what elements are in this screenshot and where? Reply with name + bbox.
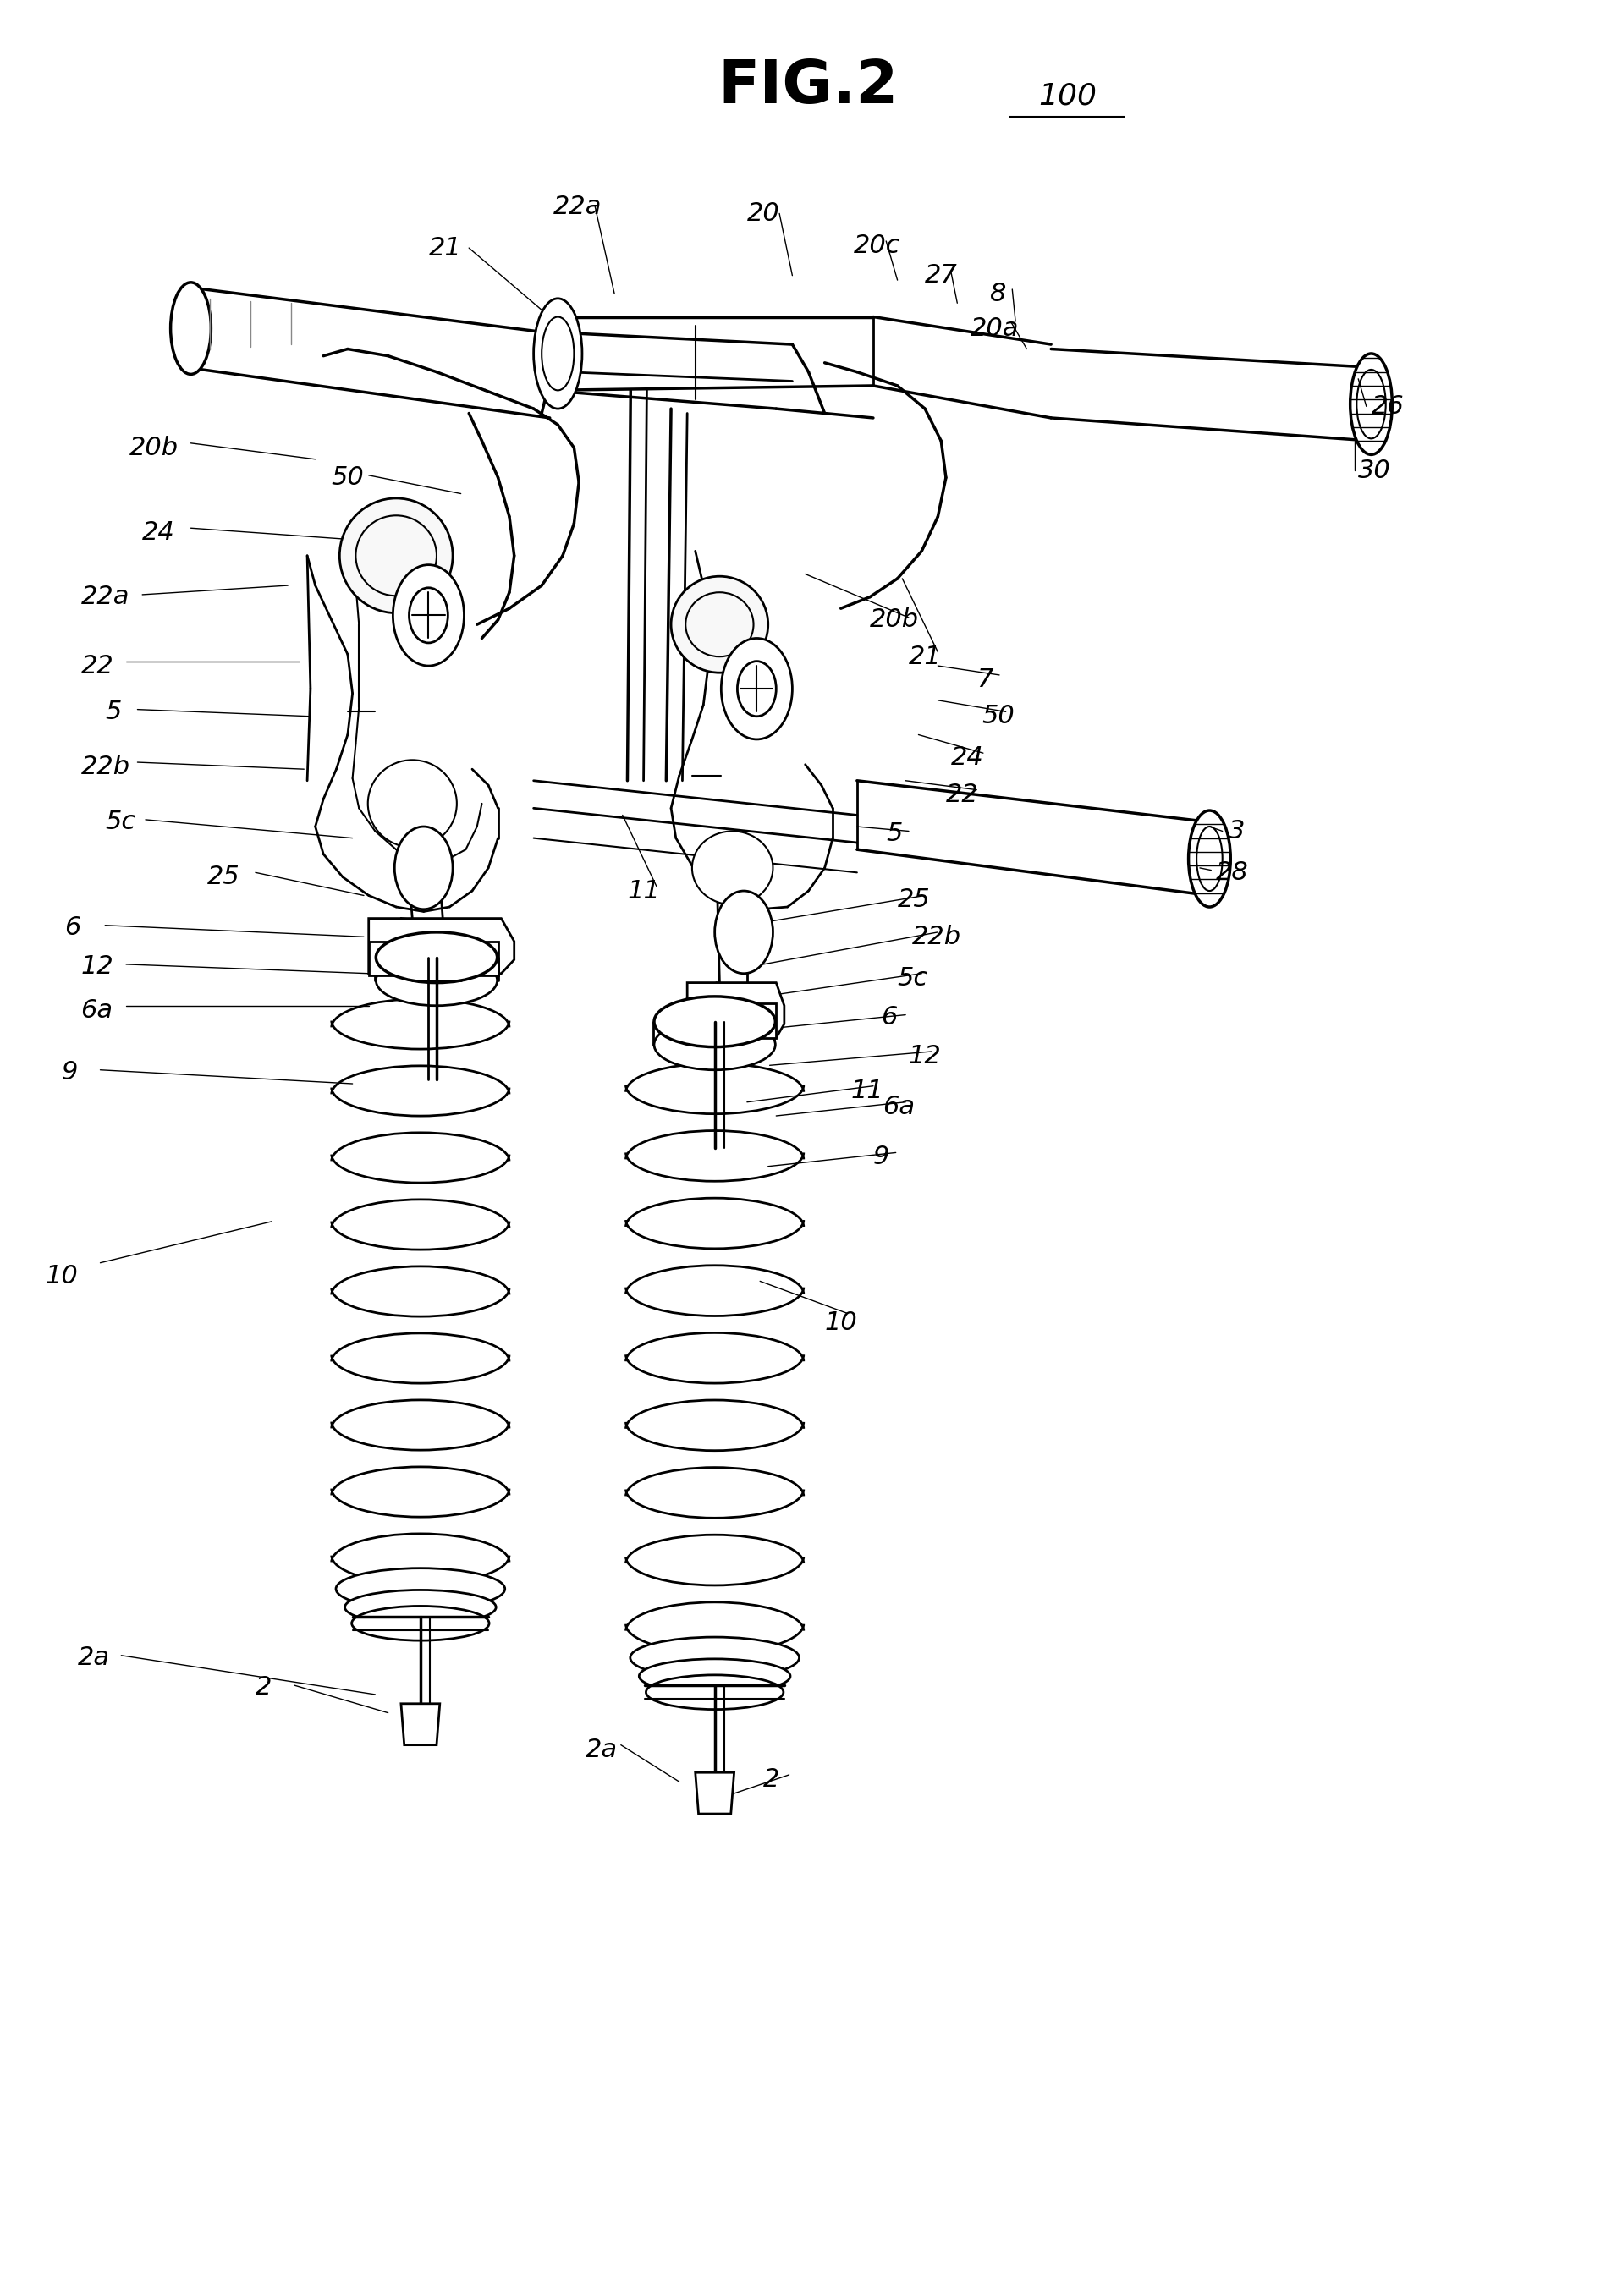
Text: 5: 5 (886, 822, 902, 845)
Text: 24: 24 (142, 521, 175, 544)
Ellipse shape (369, 760, 456, 847)
Text: 20a: 20a (970, 317, 1019, 340)
Text: 50: 50 (982, 705, 1014, 728)
Text: 22a: 22a (81, 585, 129, 608)
Ellipse shape (647, 1676, 784, 1708)
Ellipse shape (336, 1568, 505, 1609)
Text: 26: 26 (1371, 395, 1404, 418)
Text: 27: 27 (925, 264, 957, 287)
Polygon shape (369, 918, 514, 974)
Text: 25: 25 (897, 889, 930, 912)
Circle shape (721, 638, 792, 739)
Ellipse shape (653, 1019, 776, 1070)
Text: 20c: 20c (854, 234, 901, 257)
Ellipse shape (344, 1589, 496, 1626)
Text: 11: 11 (851, 1079, 883, 1102)
Text: 5c: 5c (105, 810, 136, 833)
Text: 21: 21 (429, 236, 461, 259)
Ellipse shape (171, 282, 210, 374)
Text: 6a: 6a (81, 999, 113, 1022)
Text: 12: 12 (909, 1045, 941, 1068)
Text: 20b: 20b (870, 608, 918, 631)
Text: 3: 3 (1229, 820, 1245, 843)
Ellipse shape (653, 996, 776, 1047)
Polygon shape (695, 1773, 734, 1814)
Text: 28: 28 (1216, 861, 1248, 884)
Text: 2: 2 (255, 1676, 272, 1699)
Text: 5c: 5c (897, 967, 928, 990)
Text: 22: 22 (81, 654, 113, 677)
Text: 20b: 20b (129, 436, 178, 459)
Text: 24: 24 (951, 746, 983, 769)
Circle shape (715, 891, 773, 974)
Text: 10: 10 (45, 1265, 78, 1288)
Ellipse shape (671, 576, 768, 673)
Text: 6: 6 (65, 916, 81, 939)
Text: 25: 25 (207, 866, 239, 889)
Ellipse shape (353, 1607, 488, 1639)
Text: 22b: 22b (81, 755, 129, 778)
Polygon shape (687, 983, 784, 1038)
Ellipse shape (340, 498, 453, 613)
Polygon shape (401, 1704, 440, 1745)
Text: 10: 10 (825, 1311, 857, 1334)
Text: 2a: 2a (78, 1646, 110, 1669)
Text: 21: 21 (909, 645, 941, 668)
Text: 9: 9 (61, 1061, 78, 1084)
Ellipse shape (534, 298, 582, 409)
Text: 6: 6 (881, 1006, 897, 1029)
Ellipse shape (375, 955, 498, 1006)
Text: 22a: 22a (553, 195, 602, 218)
Polygon shape (687, 1003, 776, 1038)
Text: 5: 5 (105, 700, 121, 723)
Text: 30: 30 (1358, 459, 1391, 482)
Text: 6a: 6a (883, 1095, 915, 1118)
Polygon shape (369, 941, 498, 976)
Text: 12: 12 (81, 955, 113, 978)
Text: 11: 11 (627, 879, 660, 902)
Text: 2: 2 (763, 1768, 779, 1791)
Text: 22: 22 (946, 783, 978, 806)
Text: FIG.2: FIG.2 (718, 57, 899, 115)
Circle shape (737, 661, 776, 716)
Text: 22b: 22b (912, 925, 960, 948)
Text: 50: 50 (331, 466, 364, 489)
Text: 7: 7 (977, 668, 993, 691)
Ellipse shape (631, 1637, 799, 1678)
Text: 20: 20 (747, 202, 779, 225)
Ellipse shape (692, 831, 773, 905)
Circle shape (395, 827, 453, 909)
Ellipse shape (375, 932, 498, 983)
Ellipse shape (639, 1658, 791, 1694)
Circle shape (409, 588, 448, 643)
Text: 9: 9 (873, 1146, 889, 1169)
Text: 2a: 2a (585, 1738, 618, 1761)
Text: 100: 100 (1038, 80, 1096, 110)
Ellipse shape (1350, 354, 1392, 455)
Ellipse shape (1188, 810, 1231, 907)
Text: 8: 8 (990, 282, 1006, 305)
Circle shape (393, 565, 464, 666)
